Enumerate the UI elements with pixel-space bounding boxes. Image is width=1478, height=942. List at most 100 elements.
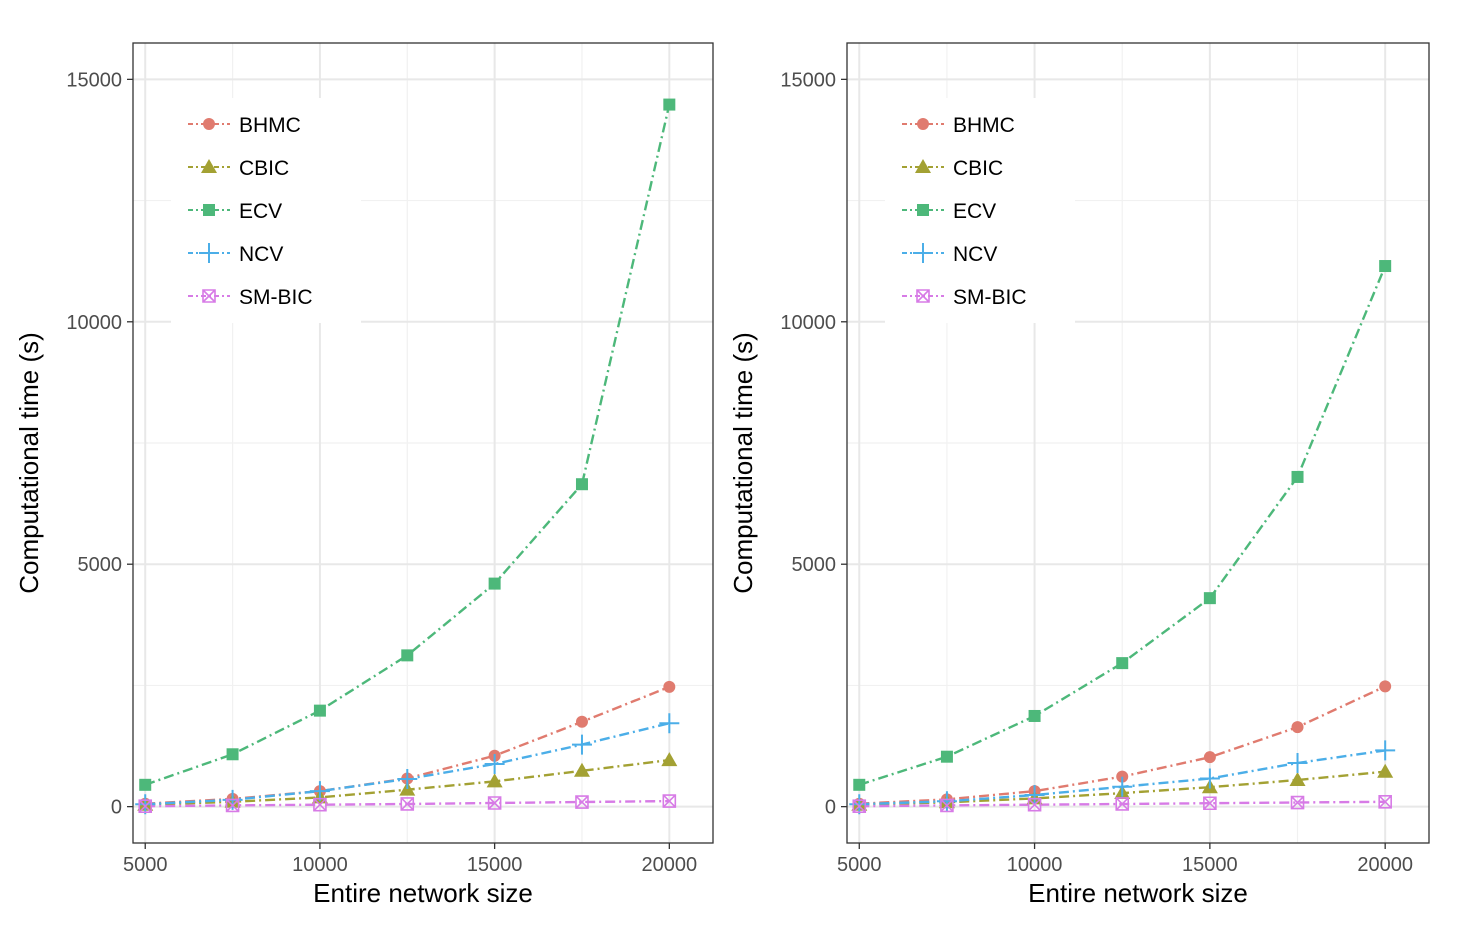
chart-panel-2: BHMC CBIC ECV NCV SM-BIC 5000 10000 15000 20000 0… bbox=[728, 42, 1430, 908]
x-axis-title: Entire network size bbox=[1028, 878, 1248, 908]
panel-border bbox=[846, 42, 1430, 844]
data-point bbox=[1203, 751, 1216, 764]
data-point bbox=[663, 680, 676, 693]
data-point bbox=[484, 753, 505, 774]
data-point bbox=[1027, 797, 1042, 812]
data-point bbox=[1203, 796, 1217, 811]
legend-key-marker bbox=[917, 118, 929, 130]
legend-label: BHMC bbox=[953, 114, 1015, 137]
y-tick-label: 0 bbox=[825, 797, 836, 819]
x-tick-label: 15000 bbox=[1182, 854, 1238, 876]
data-point bbox=[1116, 770, 1129, 783]
data-point bbox=[1112, 776, 1133, 797]
legend-key-marker bbox=[916, 289, 930, 303]
data-point bbox=[1377, 763, 1394, 778]
data-point bbox=[138, 799, 153, 813]
legend-key-marker bbox=[915, 159, 931, 173]
legend: BHMC CBIC ECV NCV SM-BIC bbox=[885, 98, 1075, 323]
data-point bbox=[1116, 657, 1129, 670]
legend-label: SM-BIC bbox=[953, 286, 1027, 309]
legend-key-marker bbox=[913, 243, 933, 263]
y-tick-label: 10000 bbox=[66, 312, 122, 334]
data-point bbox=[1203, 592, 1216, 605]
data-point bbox=[662, 794, 677, 808]
data-point bbox=[139, 778, 152, 791]
data-point bbox=[940, 750, 953, 763]
legend-key-marker bbox=[199, 243, 219, 263]
data-point bbox=[852, 799, 867, 813]
data-point bbox=[1379, 680, 1392, 693]
x-tick-label: 5000 bbox=[837, 854, 882, 876]
x-tick-label: 20000 bbox=[1357, 854, 1413, 876]
series-markers-sm-bic bbox=[138, 794, 677, 813]
data-point bbox=[313, 797, 327, 812]
data-point bbox=[853, 778, 866, 791]
data-point bbox=[571, 734, 592, 755]
data-point bbox=[1199, 768, 1220, 789]
series-markers-sm-bic bbox=[852, 794, 1392, 813]
data-point bbox=[575, 795, 589, 809]
data-point bbox=[1291, 721, 1304, 734]
data-point bbox=[575, 478, 588, 491]
data-point bbox=[1291, 470, 1304, 483]
data-point bbox=[659, 713, 680, 734]
x-tick-label: 5000 bbox=[123, 854, 168, 876]
x-tick-label: 10000 bbox=[292, 854, 348, 876]
data-point bbox=[401, 649, 414, 662]
legend-label: CBIC bbox=[953, 157, 1003, 180]
legend-key-marker bbox=[917, 204, 929, 216]
series-markers-ncv bbox=[849, 740, 1396, 815]
data-point bbox=[397, 769, 418, 789]
legend: BHMC CBIC ECV NCV SM-BIC bbox=[171, 98, 361, 323]
legend-label: CBIC bbox=[239, 157, 289, 180]
legend-label: ECV bbox=[953, 200, 996, 223]
legend-key-marker bbox=[203, 204, 215, 216]
data-point bbox=[1290, 795, 1305, 810]
data-point bbox=[575, 715, 588, 728]
series-markers-ecv bbox=[853, 260, 1392, 791]
data-point bbox=[663, 98, 676, 111]
data-point bbox=[225, 798, 240, 813]
data-point bbox=[486, 773, 503, 788]
legend-label: NCV bbox=[239, 243, 283, 266]
y-tick-label: 15000 bbox=[780, 69, 836, 91]
x-tick-label: 10000 bbox=[1007, 854, 1063, 876]
data-point bbox=[1379, 260, 1392, 273]
data-point bbox=[1378, 794, 1392, 809]
chart-panel-1: BHMC CBIC ECV NCV SM-BIC 5000 10000 15000 20000 0… bbox=[14, 42, 714, 908]
legend-label: BHMC bbox=[239, 114, 301, 137]
data-point bbox=[226, 748, 239, 761]
data-point bbox=[1287, 753, 1308, 773]
data-point bbox=[313, 704, 326, 717]
y-tick-label: 0 bbox=[111, 797, 122, 819]
x-axis-title: Entire network size bbox=[313, 878, 533, 908]
data-point bbox=[1028, 709, 1041, 722]
data-point bbox=[488, 577, 501, 590]
panel-border bbox=[132, 42, 714, 844]
y-tick-label: 5000 bbox=[78, 554, 123, 576]
legend-label: ECV bbox=[239, 200, 282, 223]
y-tick-label: 10000 bbox=[780, 312, 836, 334]
y-axis-title: Computational time (s) bbox=[14, 332, 44, 594]
series-markers-ecv bbox=[139, 98, 676, 791]
series-markers-ncv bbox=[135, 713, 680, 815]
legend-label: SM-BIC bbox=[239, 286, 313, 309]
data-point bbox=[940, 798, 954, 813]
x-tick-label: 20000 bbox=[642, 854, 698, 876]
data-point bbox=[573, 762, 590, 777]
data-point bbox=[400, 797, 415, 811]
y-axis-title: Computational time (s) bbox=[728, 332, 758, 594]
data-point bbox=[1115, 797, 1130, 811]
data-point bbox=[1289, 771, 1306, 786]
x-tick-label: 15000 bbox=[467, 854, 523, 876]
data-point bbox=[1375, 740, 1396, 761]
y-tick-label: 15000 bbox=[66, 69, 122, 91]
legend-key-marker bbox=[201, 159, 217, 173]
data-point bbox=[487, 796, 502, 810]
y-tick-label: 5000 bbox=[792, 554, 837, 576]
legend-key-marker bbox=[203, 118, 215, 130]
data-point bbox=[1024, 785, 1045, 805]
legend-key-marker bbox=[202, 289, 216, 303]
data-point bbox=[309, 781, 330, 802]
